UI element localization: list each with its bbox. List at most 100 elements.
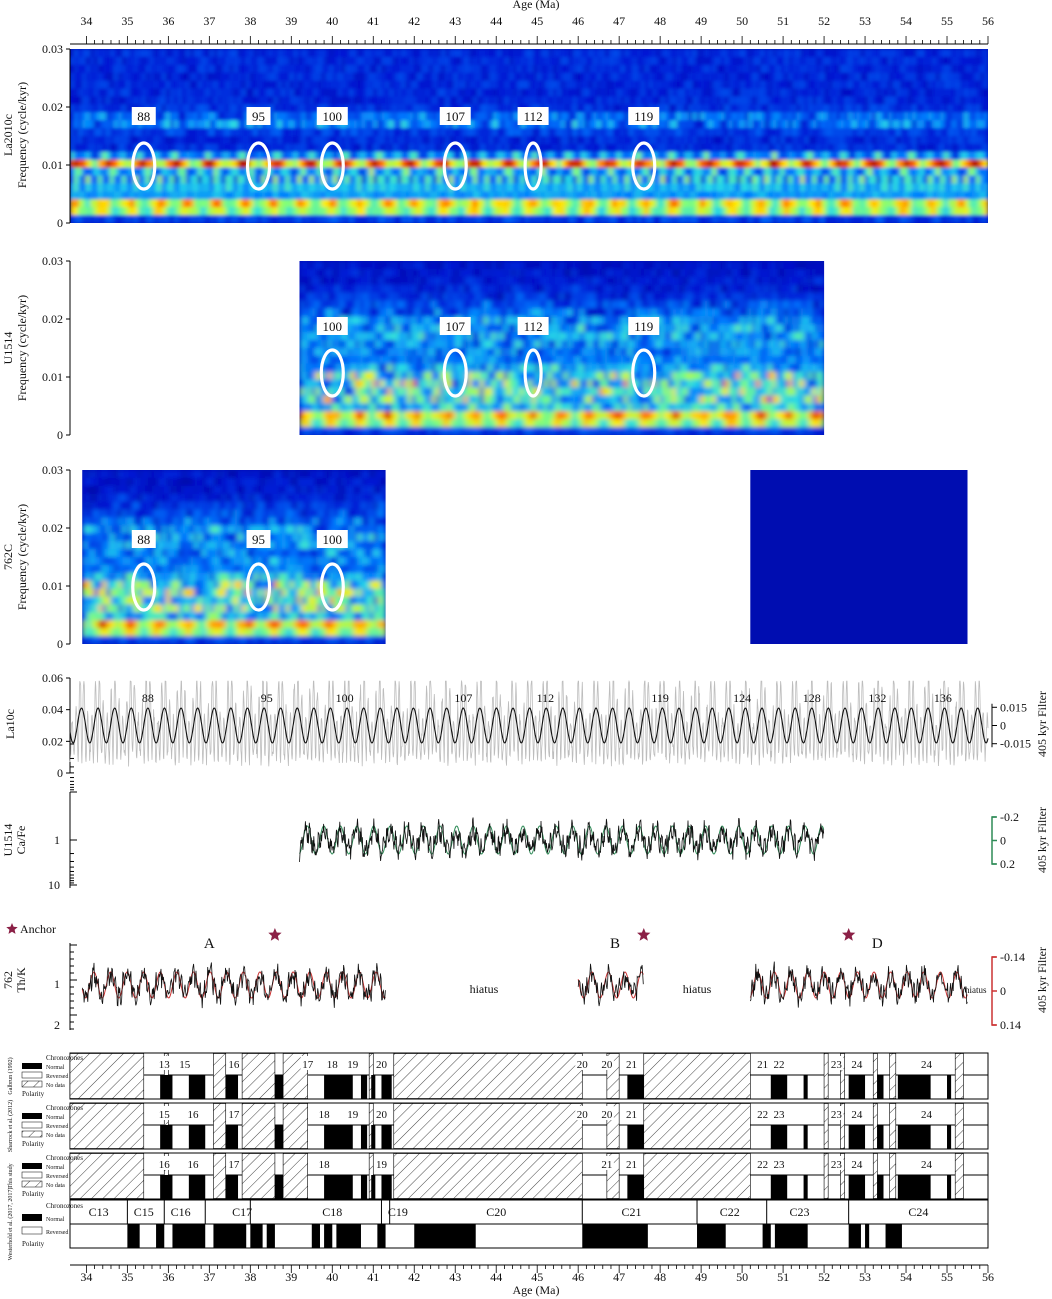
age-tick-label-49: 49: [695, 1270, 707, 1284]
gts-chron-label-C24: C24: [908, 1205, 928, 1219]
chron-label-box: [771, 1106, 786, 1120]
chron-label-box: [919, 1106, 934, 1120]
mag-nodata-block: [282, 1103, 308, 1149]
bottom-age-axis: 34 35 36 37 38 39 40 41 42 43 44 45 46 47 48 49 50 51 52 53…: [70, 1264, 994, 1297]
cycle-ellipse-119: [631, 348, 657, 398]
chron-label-17: 17: [228, 1159, 240, 1171]
mag-normal-block: [803, 1175, 808, 1199]
mag-nodata-block: [840, 1103, 845, 1149]
mag-row-westerhold: C13 C15 C16 C17 C18 C19 C20 C21 C22 C23 C24 Chronoz…: [7, 1188, 989, 1261]
age-tick-label-50: 50: [736, 1270, 748, 1284]
chron-label-box: [624, 1156, 639, 1170]
panel-magnetostratigraphy: 13 15 16 17 18 19 20 20 20 21 21 22 23 24 24 Chronozone…: [7, 1052, 989, 1261]
cycle-ellipse-100: [319, 141, 345, 191]
chron-label-23: 23: [773, 1159, 785, 1171]
chron-label-box: [325, 1056, 340, 1070]
mag-nodata-block: [393, 1153, 583, 1199]
chron-label-18: 18: [327, 1059, 339, 1071]
u1514-heatmap: [299, 261, 825, 435]
gts-chron-label-C22: C22: [720, 1205, 740, 1219]
mag-source-label: Sharrock et al. (2012): [7, 1100, 14, 1152]
mag-normal-block: [274, 1125, 284, 1149]
age-tick-label-50: 50: [736, 14, 748, 28]
cycle-label-box-95: [246, 530, 271, 548]
age-tick-label-45: 45: [531, 14, 543, 28]
freq-tick-label: 0.03: [42, 42, 63, 56]
gts-normal-block: [324, 1224, 333, 1248]
chron-label-21: 21: [626, 1059, 637, 1071]
mag-nodata-block: [393, 1103, 583, 1149]
cycle-label-box-107: [439, 107, 471, 125]
gts-normal-block: [266, 1224, 275, 1248]
la10c-y-tick-label: 0: [57, 766, 63, 780]
gts-normal-block: [336, 1224, 361, 1248]
age-tick-label-47: 47: [613, 14, 625, 28]
762c-frequency-label: Frequency (cycle/kyr): [15, 504, 29, 610]
thk-y-tick-label-2: 2: [54, 1018, 60, 1032]
chron-label-23: 23: [773, 1109, 785, 1121]
chron-label-box: [771, 1156, 786, 1170]
mag-nodata-block: [823, 1153, 829, 1199]
chron-label-21: 21: [626, 1109, 637, 1121]
age-tick-label-51: 51: [777, 1270, 789, 1284]
chron-label-15: 15: [159, 1109, 171, 1121]
mag-nodata-block: [393, 1053, 583, 1099]
cycle-label-100: 100: [323, 109, 343, 124]
mag-normal-block: [897, 1175, 931, 1199]
age-tick-label-41: 41: [367, 14, 379, 28]
mag-row-galbrun: 13 15 16 17 18 19 20 20 20 21 21 22 23 24 24 Chronozone…: [7, 1052, 989, 1100]
chron-label-box: [755, 1056, 770, 1070]
chron-label-box: [300, 1056, 315, 1070]
chron-label-20: 20: [376, 1109, 388, 1121]
chron-label-box: [829, 1106, 844, 1120]
spectrum-background: [750, 470, 968, 644]
mag-nodata-block: [872, 1153, 878, 1199]
mag-normal-block: [848, 1075, 866, 1099]
age-tick-label-48: 48: [654, 14, 666, 28]
spectrum-cells: [299, 261, 825, 435]
la10c-cycle-label-124: 124: [733, 691, 751, 705]
mag-legend-westerhold: ChronozonesNormalReversedPolarityWesterh…: [7, 1188, 83, 1261]
chron-label-box: [829, 1056, 844, 1070]
mag-normal-block: [225, 1125, 239, 1149]
chron-label-box: [317, 1156, 332, 1170]
mag-normal-block: [381, 1125, 392, 1149]
cafe-right-tick-label: 0.2: [1000, 857, 1015, 871]
age-tick-label-42: 42: [408, 14, 420, 28]
cycle-label-119: 119: [634, 319, 653, 334]
chron-label-box: [755, 1156, 770, 1170]
age-tick-label-41: 41: [367, 1270, 379, 1284]
cycle-label-box-88: [131, 530, 156, 548]
cycle-ellipse-100: [319, 348, 345, 398]
cycle-label-box-100: [316, 530, 348, 548]
mag-normal-block: [627, 1075, 644, 1099]
gts-normal-block: [885, 1224, 902, 1248]
mag-normal-block: [274, 1075, 284, 1099]
mag-legend-reversed-swatch: [21, 1071, 43, 1079]
gts-chron-label-C18: C18: [322, 1205, 342, 1219]
gts-normal-block: [127, 1224, 140, 1248]
mag-nodata-block: [643, 1153, 751, 1199]
cafe-right-tick-label: 0: [1000, 834, 1006, 848]
cycle-label-112: 112: [524, 319, 543, 334]
762c-y-axis: 0 0.01 0.02 0.03: [42, 463, 71, 651]
mag-normal-block: [947, 1125, 952, 1149]
mag-nodata-block: [954, 1053, 964, 1099]
top-age-axis: Age (Ma) 34 35 36 37 38 39 40 41 42 43 44 45 46 47 48 4…: [70, 0, 994, 45]
cycle-label-88: 88: [137, 109, 150, 124]
mag-legend-sharrock: Chronozones Normal Reversed No dataPolarity…: [7, 1100, 83, 1152]
chron-label-24: 24: [851, 1159, 863, 1171]
gts-normal-block: [156, 1224, 165, 1248]
gts-normal-block: [697, 1224, 726, 1248]
age-tick-label-40: 40: [326, 1270, 338, 1284]
la2010c-site-label: La2010c: [1, 114, 15, 156]
mag-normal-block: [324, 1175, 353, 1199]
hiatus-label-2: hiatus: [683, 982, 712, 996]
chron-label-box: [157, 1156, 172, 1170]
la10c-405kyr-filter: [69, 707, 989, 744]
bottom-axis-title: Age (Ma): [513, 1283, 560, 1297]
762-filter-label: 405 kyr Filter: [1035, 947, 1049, 1013]
mag-source-label: Westerhold et al. (2017, 2017): [7, 1188, 14, 1261]
mag-normal-block: [324, 1125, 353, 1149]
mag-normal-block: [877, 1125, 884, 1149]
